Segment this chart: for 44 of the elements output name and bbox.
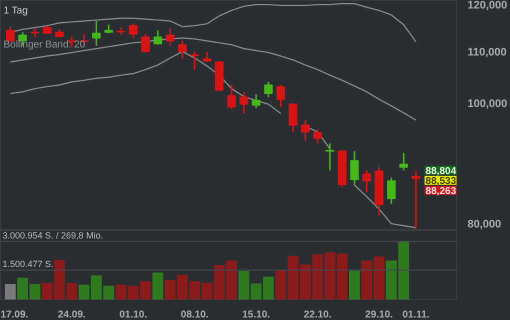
bar bbox=[152, 272, 164, 300]
x-tick-label: 15.10. bbox=[242, 310, 270, 320]
candlestick bbox=[227, 84, 236, 110]
text: 88,804 bbox=[426, 166, 457, 177]
bar bbox=[4, 284, 16, 300]
text: 88,533 bbox=[426, 176, 457, 187]
candlestick bbox=[252, 94, 260, 109]
candlestick bbox=[350, 150, 359, 186]
candlestick bbox=[276, 84, 286, 108]
candlestick bbox=[166, 28, 174, 46]
x-tick-label: 22.10. bbox=[304, 310, 332, 320]
y-tick-label: 110,000 bbox=[468, 46, 507, 59]
candlestick bbox=[92, 20, 101, 46]
candlestick bbox=[178, 40, 187, 60]
text: 88,263 bbox=[426, 186, 457, 197]
candlestick bbox=[154, 30, 162, 46]
candlestick bbox=[313, 128, 322, 144]
candlestick bbox=[190, 50, 200, 70]
ref-line-label: 3.000.954 S. / 269,8 Mio. bbox=[2, 230, 104, 240]
x-tick-label: 24.09. bbox=[58, 310, 86, 320]
candlestick bbox=[412, 170, 420, 229]
candlestick bbox=[362, 170, 372, 193]
x-tick-label: 08.10. bbox=[180, 310, 209, 320]
bar bbox=[349, 270, 360, 300]
candlestick bbox=[202, 50, 212, 63]
x-tick-label: 29.10. bbox=[365, 310, 394, 320]
candlestick bbox=[240, 92, 248, 114]
candlestick bbox=[264, 81, 273, 98]
text: 1 Tag bbox=[4, 6, 28, 16]
ref-line-label: 1.500.477 S. bbox=[2, 259, 54, 270]
candlestick bbox=[288, 102, 298, 133]
candlestick bbox=[387, 176, 396, 205]
y-tick-label: 100,000 bbox=[468, 98, 508, 110]
candlestick bbox=[128, 23, 138, 39]
candlestick bbox=[399, 152, 408, 172]
annotation: Bollinger Band: 20 bbox=[4, 40, 86, 50]
x-tick-label: 01.11. bbox=[402, 310, 430, 320]
y-tick-label: 120,000 bbox=[468, 0, 508, 12]
candlestick bbox=[141, 33, 150, 54]
candlestick bbox=[326, 142, 334, 172]
candlestick bbox=[301, 119, 310, 142]
x-tick-label: 17.09. bbox=[0, 310, 29, 320]
x-tick-label: 01.10. bbox=[119, 310, 148, 320]
y-tick-label: 80,000 bbox=[468, 218, 502, 231]
